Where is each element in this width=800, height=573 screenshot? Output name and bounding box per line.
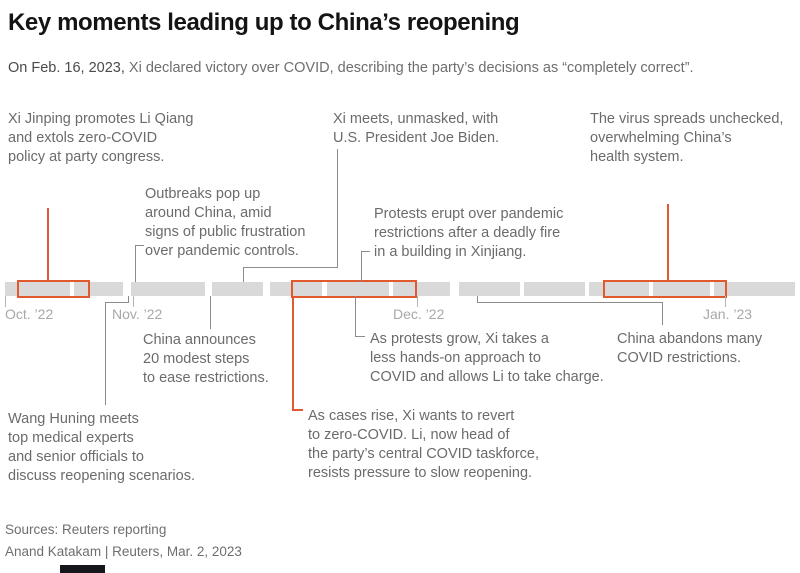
subtitle-date: On Feb. 16, 2023, <box>8 60 125 76</box>
timeline-segment <box>5 282 70 296</box>
connector-wang-huning-horizontal <box>105 302 129 303</box>
timeline-segment <box>459 282 520 296</box>
connector-abandons-vertical-1 <box>477 296 478 303</box>
connector-xinjiang-bracket <box>361 251 370 252</box>
timeline-segment <box>327 282 389 296</box>
annotation-outbreaks: Outbreaks pop up around China, amid sign… <box>145 186 306 259</box>
connector-outbreaks-bracket <box>135 245 144 246</box>
month-tick-jan <box>725 296 726 307</box>
highlight-box-protests <box>291 280 417 298</box>
connector-abandons-horizontal <box>477 302 663 303</box>
connector-cases-rise-vertical <box>292 296 294 411</box>
credit-line: Anand Katakam | Reuters, Mar. 2, 2023 <box>5 544 242 559</box>
annotation-wang-huning: Wang Huning meets top medical experts an… <box>8 411 195 484</box>
sources-line: Sources: Reuters reporting <box>5 522 167 537</box>
connector-xinjiang-vertical <box>361 251 362 282</box>
month-tick-nov <box>133 296 134 307</box>
month-label-dec: Dec. ’22 <box>393 306 445 322</box>
page-title: Key moments leading up to China’s reopen… <box>8 9 520 36</box>
connector-outbreaks-vertical <box>135 245 136 282</box>
annotation-virus-spreads: The virus spreads unchecked, overwhelmin… <box>590 111 784 165</box>
connector-cases-rise-bracket <box>292 409 303 411</box>
connector-abandons-vertical-2 <box>662 302 663 325</box>
connector-biden-horizontal <box>243 267 338 268</box>
month-label-oct: Oct. ’22 <box>5 306 54 322</box>
timeline-segment <box>212 282 263 296</box>
annotation-biden-meeting: Xi meets, unmasked, with U.S. President … <box>333 111 500 146</box>
connector-biden-vertical-2 <box>243 267 244 282</box>
subtitle-text: Xi declared victory over COVID, describi… <box>124 60 694 76</box>
highlight-box-party-congress <box>17 280 90 298</box>
annotation-cases-rise: As cases rise, Xi wants to revert to zer… <box>308 408 540 481</box>
annotation-protests-grow: As protests grow, Xi takes a less hands-… <box>370 331 604 385</box>
timeline-segment <box>393 282 450 296</box>
month-tick-dec <box>417 296 418 307</box>
annotation-abandons: China abandons many COVID restrictions. <box>617 331 763 366</box>
timeline-segment <box>714 282 795 296</box>
month-label-jan: Jan. ’23 <box>703 306 753 322</box>
cropped-bottom-bar <box>60 565 105 573</box>
subtitle: On Feb. 16, 2023, Xi declared victory ov… <box>8 60 694 76</box>
timeline-segment <box>524 282 585 296</box>
timeline-segment <box>74 282 123 296</box>
annotation-xinjiang-fire: Protests erupt over pandemic restriction… <box>374 206 564 260</box>
timeline-segment <box>270 282 322 296</box>
highlight-box-virus-spread <box>603 280 727 298</box>
connector-china-announces-line <box>210 296 211 329</box>
connector-wang-huning-vertical-2 <box>105 302 106 405</box>
month-tick-oct <box>5 296 6 307</box>
connector-virus-spreads-line <box>667 204 669 282</box>
connector-protests-grow-bracket <box>355 336 365 337</box>
annotation-party-congress: Xi Jinping promotes Li Qiang and extols … <box>8 111 194 165</box>
connector-party-congress-line <box>47 208 49 282</box>
timeline-segment <box>131 282 205 296</box>
annotation-china-announces: China announces 20 modest steps to ease … <box>143 332 269 386</box>
connector-wang-huning-vertical-1 <box>128 296 129 303</box>
month-label-nov: Nov. ’22 <box>112 306 163 322</box>
timeline-segment <box>653 282 710 296</box>
connector-protests-grow-vertical <box>355 296 356 337</box>
connector-biden-vertical-1 <box>337 149 338 267</box>
